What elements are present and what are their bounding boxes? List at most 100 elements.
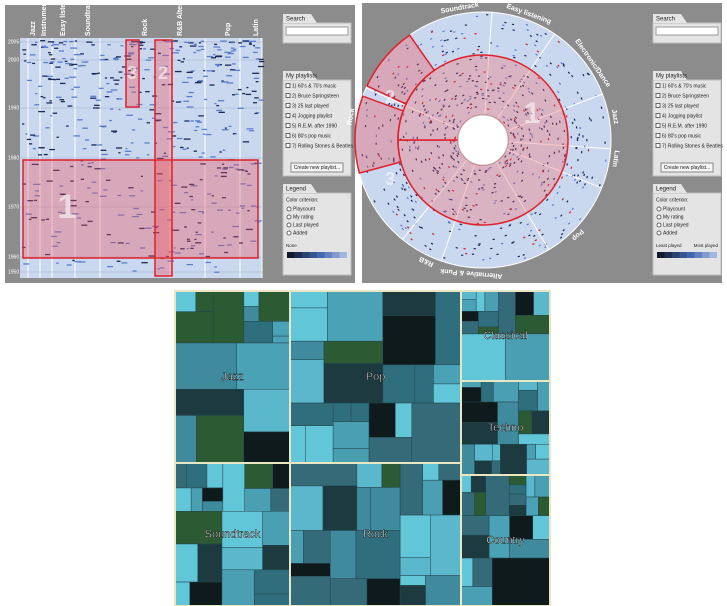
track-mark bbox=[475, 193, 478, 195]
playlist-checkbox[interactable] bbox=[655, 93, 661, 98]
track-mark bbox=[510, 131, 512, 135]
playlist-item[interactable]: 6) 80's pop music bbox=[662, 133, 702, 139]
playlist-item[interactable]: 3) 25 last played bbox=[662, 103, 699, 109]
create-button-label[interactable]: Create new playlist... bbox=[294, 165, 340, 171]
panel-box bbox=[652, 192, 722, 276]
track-mark bbox=[425, 111, 428, 114]
track-mark bbox=[242, 56, 249, 59]
criterion-option[interactable]: Playcount bbox=[293, 206, 316, 212]
track-mark bbox=[118, 214, 125, 216]
track-mark bbox=[586, 72, 589, 75]
playlist-checkbox[interactable] bbox=[285, 93, 291, 98]
track-mark bbox=[414, 82, 418, 86]
playlist-item[interactable]: 4) Jogging playlist bbox=[662, 113, 703, 119]
criterion-option[interactable]: My rating bbox=[293, 214, 314, 220]
track-mark bbox=[497, 87, 500, 90]
playlist-checkbox[interactable] bbox=[285, 103, 291, 108]
playlist-checkbox[interactable] bbox=[285, 83, 291, 88]
criterion-option[interactable]: Last played bbox=[293, 222, 319, 228]
track-mark bbox=[189, 183, 195, 186]
track-mark bbox=[174, 70, 182, 73]
search-input[interactable] bbox=[285, 26, 349, 36]
playlist-item[interactable]: 1) 60's & 70's music bbox=[662, 83, 707, 89]
treemap-cell bbox=[533, 290, 551, 316]
track-mark bbox=[131, 67, 139, 70]
track-mark bbox=[99, 125, 107, 127]
track-mark bbox=[191, 70, 195, 72]
radio-button[interactable] bbox=[656, 230, 662, 236]
playlist-item[interactable]: 1) 60's & 70's music bbox=[292, 83, 337, 89]
track-mark bbox=[513, 161, 516, 165]
radio-button[interactable] bbox=[656, 222, 662, 228]
track-mark bbox=[405, 120, 407, 123]
criterion-option[interactable]: Added bbox=[293, 230, 308, 236]
track-mark bbox=[73, 67, 78, 70]
playlist-checkbox[interactable] bbox=[285, 113, 291, 118]
sector-divider bbox=[484, 12, 493, 116]
playlist-checkbox[interactable] bbox=[655, 143, 661, 148]
playlist-checkbox[interactable] bbox=[655, 103, 661, 108]
playlist-checkbox[interactable] bbox=[655, 83, 661, 88]
playlist-item[interactable]: 5) R.E.M. after 1990 bbox=[662, 123, 707, 129]
create-button[interactable] bbox=[290, 162, 344, 173]
criterion-option[interactable]: My rating bbox=[663, 214, 684, 220]
track-mark bbox=[529, 132, 531, 135]
track-mark bbox=[436, 111, 439, 115]
criterion-option[interactable]: Last played bbox=[663, 222, 689, 228]
search-input[interactable] bbox=[655, 26, 719, 36]
track-mark bbox=[198, 211, 204, 213]
track-mark bbox=[373, 162, 375, 165]
criterion-option[interactable]: Added bbox=[663, 230, 678, 236]
radio-button[interactable] bbox=[286, 222, 292, 228]
track-mark bbox=[457, 150, 460, 154]
criterion-option[interactable]: Playcount bbox=[663, 206, 686, 212]
track-mark bbox=[160, 65, 168, 68]
criterion-label: Color criterion: bbox=[656, 197, 689, 203]
radio-button[interactable] bbox=[656, 214, 662, 220]
track-mark bbox=[394, 114, 396, 117]
track-mark bbox=[602, 116, 604, 119]
radio-button[interactable] bbox=[656, 206, 662, 212]
track-mark bbox=[87, 166, 92, 168]
track-mark bbox=[475, 69, 478, 71]
playlist-checkbox[interactable] bbox=[655, 123, 661, 128]
playlist-item[interactable]: 2) Bruce Springsteen bbox=[662, 93, 709, 99]
playlist-checkbox[interactable] bbox=[655, 113, 661, 118]
track-mark bbox=[405, 44, 408, 47]
create-button[interactable] bbox=[660, 162, 714, 173]
playlist-item[interactable]: 4) Jogging playlist bbox=[292, 113, 333, 119]
playlist-checkbox[interactable] bbox=[285, 143, 291, 148]
track-mark bbox=[545, 193, 548, 197]
track-mark bbox=[74, 261, 81, 263]
panel-title: Search bbox=[656, 17, 675, 23]
playlist-item[interactable]: 7) Rolling Stones & Beatles bbox=[662, 143, 723, 149]
playlist-checkbox[interactable] bbox=[285, 133, 291, 138]
playlist-checkbox[interactable] bbox=[285, 123, 291, 128]
track-mark bbox=[453, 147, 456, 150]
track-mark bbox=[42, 45, 47, 47]
playlist-item[interactable]: 2) Bruce Springsteen bbox=[292, 93, 339, 99]
radio-button[interactable] bbox=[286, 206, 292, 212]
track-mark bbox=[411, 169, 414, 172]
track-mark bbox=[567, 222, 571, 225]
track-mark bbox=[536, 33, 539, 36]
playlist-checkbox[interactable] bbox=[655, 133, 661, 138]
track-mark bbox=[43, 153, 48, 156]
playlist-item[interactable]: 5) R.E.M. after 1990 bbox=[292, 123, 337, 129]
track-mark bbox=[496, 45, 499, 47]
track-mark bbox=[51, 235, 58, 238]
track-mark bbox=[479, 88, 483, 91]
track-mark bbox=[70, 165, 74, 168]
track-mark bbox=[175, 252, 181, 254]
radio-button[interactable] bbox=[286, 214, 292, 220]
track-mark bbox=[214, 175, 218, 177]
create-button-label[interactable]: Create new playlist... bbox=[664, 165, 710, 171]
track-mark bbox=[486, 89, 489, 91]
track-mark bbox=[221, 81, 229, 83]
playlist-item[interactable]: 3) 25 last played bbox=[292, 103, 329, 109]
radio-button[interactable] bbox=[286, 230, 292, 236]
playlist-item[interactable]: 7) Rolling Stones & Beatles bbox=[292, 143, 353, 149]
track-mark bbox=[582, 73, 585, 77]
playlist-item[interactable]: 6) 80's pop music bbox=[292, 133, 332, 139]
track-mark bbox=[254, 112, 258, 115]
